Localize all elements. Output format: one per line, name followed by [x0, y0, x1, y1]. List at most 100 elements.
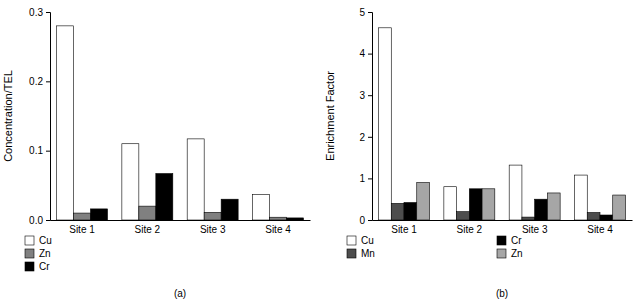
tick-mark [46, 12, 50, 13]
tick: Site 4 [265, 220, 291, 235]
tick: Site 1 [69, 220, 95, 235]
tick: Site 3 [522, 220, 548, 235]
axis-line [368, 13, 373, 221]
figure: 0.0 0.1 0.2 0.3 Site 1 Site 2 Site 3 Site 4 Conc… [0, 0, 644, 302]
bar [575, 175, 588, 220]
bar [482, 189, 495, 220]
bar [509, 165, 522, 220]
bar [122, 144, 139, 220]
legend-swatch [347, 236, 356, 245]
tick: 0.1 [29, 145, 50, 156]
tick: 0.2 [29, 76, 50, 87]
axis-line [46, 13, 51, 221]
legend-label: Cr [39, 261, 50, 272]
legend-label: Zn [511, 248, 523, 259]
tick-label: 0.0 [29, 215, 43, 226]
tick-label: 3 [359, 90, 365, 101]
tick: 3 [359, 90, 372, 101]
bar [613, 195, 626, 220]
bar [91, 209, 108, 220]
y-axis-title: Enrichment Factor [324, 71, 336, 161]
axis-line [373, 220, 633, 221]
legend-item: Mn [347, 248, 375, 259]
legend-item: Cu [347, 235, 374, 246]
tick-label: 1 [359, 173, 365, 184]
bar [535, 199, 548, 220]
bar [204, 212, 221, 220]
bar [57, 26, 74, 220]
bar [286, 218, 303, 220]
legend-label: Zn [39, 248, 51, 259]
legend: Cu Zn Cr [25, 235, 52, 272]
bar [139, 206, 156, 220]
bar [444, 187, 457, 220]
bar [457, 212, 470, 220]
tick: Site 3 [200, 220, 226, 235]
bar [379, 28, 392, 220]
legend-item: Cr [497, 235, 522, 246]
y-axis-title: Concentration/TEL [2, 70, 14, 162]
tick-label: 0.2 [29, 76, 43, 87]
bar [469, 189, 482, 220]
bar [253, 194, 270, 220]
y-axis: 0.0 0.1 0.2 0.3 [29, 7, 50, 226]
legend-swatch [497, 236, 506, 245]
bar [221, 199, 238, 220]
legend-label: Cu [39, 235, 52, 246]
legend-item: Zn [497, 248, 523, 259]
tick-label: Site 1 [69, 224, 95, 235]
tick: 1 [359, 173, 372, 184]
tick: 0.3 [29, 7, 50, 18]
tick-mark [368, 12, 372, 13]
tick-label: 4 [359, 48, 365, 59]
axis-line [51, 220, 311, 221]
panel: 0.0 0.1 0.2 0.3 Site 1 Site 2 Site 3 Site 4 Conc… [2, 7, 311, 272]
bar [522, 217, 535, 220]
bars [379, 28, 626, 220]
tick: 0 [359, 215, 372, 226]
y-axis: 0 1 2 3 4 5 [359, 7, 372, 226]
tick: Site 2 [457, 220, 483, 235]
tick: 0.0 [29, 215, 50, 226]
tick-label: Site 4 [265, 224, 291, 235]
tick-label: Site 3 [522, 224, 548, 235]
legend-swatch [25, 262, 34, 271]
tick: 5 [359, 7, 372, 18]
legend: Cu Mn Cr Zn [347, 235, 523, 259]
legend-label: Cu [361, 235, 374, 246]
bar [269, 217, 286, 220]
tick-mark [368, 220, 372, 221]
tick-label: 2 [359, 132, 365, 143]
bar [156, 174, 173, 220]
legend-item: Cr [25, 261, 50, 272]
tick-label: 5 [359, 7, 365, 18]
legend-item: Cu [25, 235, 52, 246]
tick-mark [368, 137, 372, 138]
panel: 0 1 2 3 4 5 Site 1 Site 2 Site 3 Site 4 Enrichment… [324, 7, 633, 259]
bar [404, 203, 417, 220]
legend-label: Cr [511, 235, 522, 246]
tick-label: Site 2 [135, 224, 161, 235]
bar [417, 183, 430, 220]
x-axis: Site 1 Site 2 Site 3 Site 4 [373, 220, 633, 235]
tick: Site 2 [135, 220, 161, 235]
tick-label: Site 1 [391, 224, 417, 235]
tick: Site 1 [391, 220, 417, 235]
tick-label: Site 2 [457, 224, 483, 235]
tick-mark [46, 81, 50, 82]
bar [600, 215, 613, 220]
caption: (a) [174, 288, 186, 299]
tick-label: 0.3 [29, 7, 43, 18]
x-axis: Site 1 Site 2 Site 3 Site 4 [51, 220, 311, 235]
legend-swatch [25, 249, 34, 258]
tick-label: 0 [359, 215, 365, 226]
tick: Site 4 [587, 220, 613, 235]
tick-mark [368, 54, 372, 55]
tick-label: Site 4 [587, 224, 613, 235]
legend-label: Mn [361, 248, 375, 259]
tick-mark [46, 220, 50, 221]
tick-label: 0.1 [29, 145, 43, 156]
bar [187, 139, 204, 220]
tick-mark [368, 95, 372, 96]
tick-label: Site 3 [200, 224, 226, 235]
